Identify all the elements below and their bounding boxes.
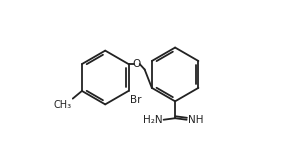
Text: H₂N: H₂N [143,115,162,125]
Text: NH: NH [188,115,203,125]
Text: CH₃: CH₃ [54,100,72,110]
Text: O: O [133,59,141,69]
Text: Br: Br [130,95,142,105]
